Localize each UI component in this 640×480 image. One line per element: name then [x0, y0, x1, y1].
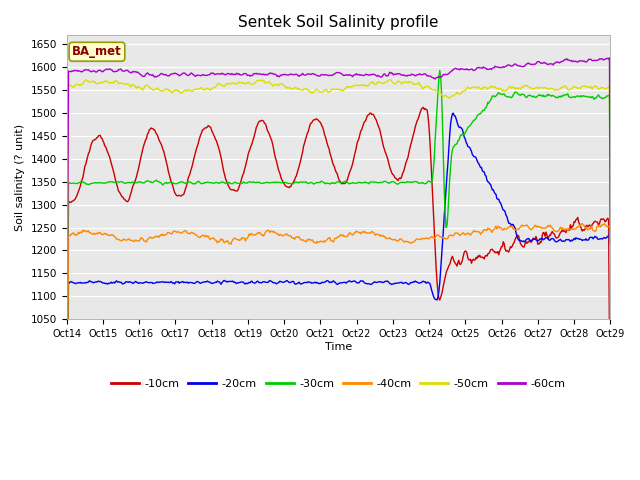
Text: BA_met: BA_met	[72, 45, 122, 58]
X-axis label: Time: Time	[325, 342, 352, 351]
Legend: -10cm, -20cm, -30cm, -40cm, -50cm, -60cm: -10cm, -20cm, -30cm, -40cm, -50cm, -60cm	[107, 374, 570, 393]
Y-axis label: Soil salinity (? unit): Soil salinity (? unit)	[15, 124, 25, 231]
Title: Sentek Soil Salinity profile: Sentek Soil Salinity profile	[238, 15, 439, 30]
